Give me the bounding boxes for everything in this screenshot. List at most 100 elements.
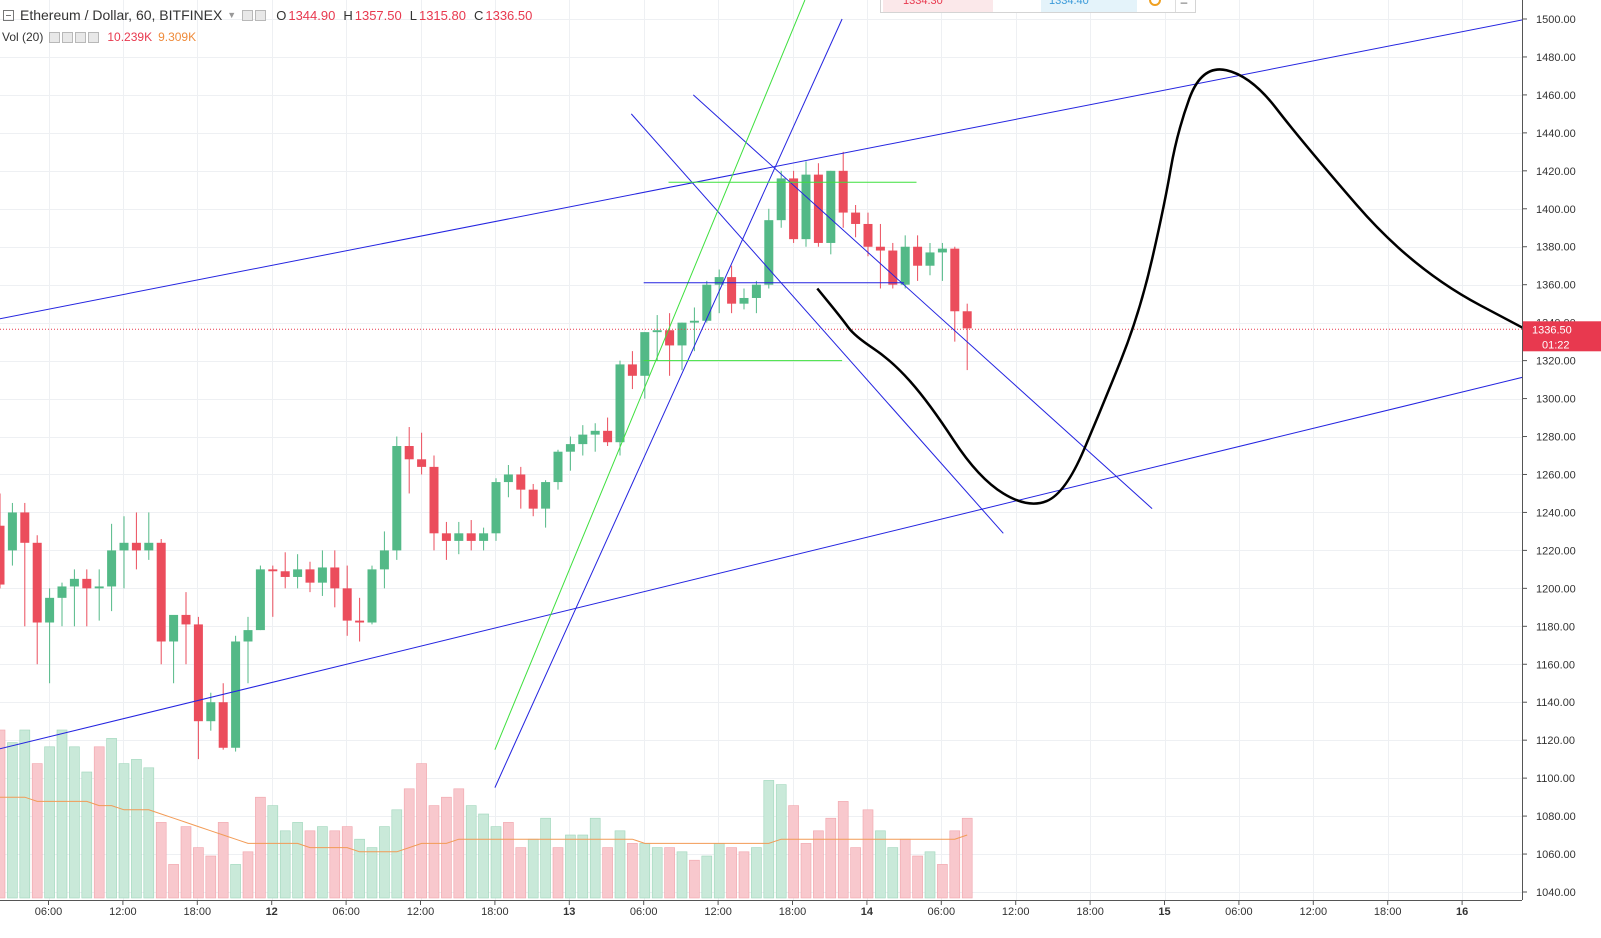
add-icon[interactable] — [75, 31, 87, 43]
candle-body — [714, 277, 724, 285]
volume-bar — [763, 780, 775, 899]
price-axis-bg — [1522, 0, 1601, 938]
settings-icon[interactable] — [255, 9, 267, 21]
candle-body — [169, 614, 179, 642]
price-tick-label: 1200.00 — [1536, 583, 1576, 595]
price-tick-label: 1440.00 — [1536, 128, 1576, 140]
volume-bar — [354, 838, 365, 899]
trendline-blue[interactable] — [692, 94, 1153, 510]
eye-icon[interactable] — [49, 31, 61, 43]
candle-body — [20, 512, 30, 543]
volume-ma-value: 9.309K — [158, 30, 197, 44]
bar-countdown-label: 01:22 — [1542, 339, 1570, 351]
price-tick-label: 1240.00 — [1536, 507, 1576, 519]
trendline-blue[interactable] — [0, 373, 1537, 792]
settings-icon[interactable] — [62, 31, 74, 43]
candle-body — [813, 174, 823, 243]
candle-body — [454, 533, 464, 541]
volume-bar — [242, 851, 254, 899]
close-icon[interactable] — [88, 31, 100, 43]
volume-bar — [552, 847, 564, 899]
sell-price[interactable]: 1334.30 — [883, 0, 993, 12]
price-tick-label: 1120.00 — [1536, 735, 1575, 747]
candle-body — [764, 220, 774, 285]
volume-bar — [379, 826, 390, 899]
buy-sell-widget[interactable]: 1334.30 1334.40 – — [880, 0, 1196, 13]
candle-body — [516, 474, 526, 490]
volume-bar — [540, 817, 551, 899]
volume-bar — [589, 817, 601, 899]
candle-body — [677, 322, 687, 346]
volume-bar — [93, 746, 105, 899]
volume-bar — [180, 826, 192, 899]
volume-bar — [899, 838, 911, 899]
chevron-down-icon[interactable]: ▼ — [227, 10, 237, 20]
candle-body — [255, 569, 265, 631]
time-tick-label: 06:00 — [630, 906, 658, 918]
candle-body — [590, 430, 600, 435]
time-tick-label: 12:00 — [407, 906, 435, 918]
volume-value: 10.239K — [107, 30, 153, 44]
price-tick-label: 1140.00 — [1536, 697, 1575, 709]
candles — [0, 151, 972, 760]
trade-icon[interactable] — [1149, 0, 1161, 6]
collapse-icon[interactable] — [3, 9, 14, 21]
candle-body — [466, 533, 476, 541]
volume-bar — [118, 763, 130, 899]
trendline-blue[interactable] — [630, 113, 1004, 534]
volume-bar — [341, 826, 353, 899]
volume-bar — [428, 805, 440, 899]
candle-body — [181, 614, 191, 625]
volume-bar — [217, 822, 229, 899]
volume-bar — [751, 847, 762, 899]
trendline-blue[interactable] — [0, 16, 1537, 353]
projection-path[interactable] — [816, 68, 1550, 505]
time-axis[interactable]: 06:00 12:00 18:00 12 06:00 12:00 18:00 13 06:00 1… — [0, 900, 1601, 938]
candle-body — [491, 482, 501, 534]
volume-bar — [205, 855, 217, 899]
trendline-blue[interactable] — [494, 18, 843, 788]
candle-body — [875, 246, 885, 251]
candle-body — [739, 297, 749, 304]
candle-body — [689, 320, 699, 323]
buy-price[interactable]: 1334.40 — [1041, 0, 1137, 12]
volume-bar — [441, 796, 452, 899]
volume-bar — [738, 851, 750, 899]
candle-body — [851, 212, 861, 224]
eye-icon[interactable] — [242, 9, 254, 21]
price-tick-label: 1380.00 — [1536, 242, 1576, 254]
volume-bar — [651, 847, 663, 899]
price-tick-label: 1500.00 — [1536, 14, 1576, 26]
symbol-title[interactable]: Ethereum / Dollar, 60, BITFINEX — [20, 7, 223, 23]
time-axis-bg — [0, 900, 1601, 938]
volume-bar — [366, 847, 378, 899]
candle-body — [615, 364, 625, 443]
candle-body — [379, 550, 389, 570]
volume-title[interactable]: Vol (20) — [2, 30, 44, 44]
time-tick-label: 12 — [266, 906, 278, 918]
minimize-button[interactable]: – — [1175, 0, 1192, 12]
time-tick-label: 13 — [563, 906, 575, 918]
volume-bar — [813, 830, 824, 899]
candle-body — [367, 569, 377, 623]
candle-body — [243, 630, 253, 642]
time-tick-label: 18:00 — [481, 906, 509, 918]
candle-body — [900, 246, 910, 285]
volume-bar — [689, 859, 700, 899]
volume-bar — [800, 843, 812, 899]
volume-bar — [614, 830, 626, 899]
ohlc-high-key: H — [343, 7, 353, 23]
ohlc-open-value: 1344.90 — [288, 7, 336, 23]
candle-body — [119, 542, 129, 551]
time-tick-label: 12:00 — [1300, 906, 1328, 918]
volume-bar — [230, 864, 241, 899]
price-axis[interactable]: 1040.00 1060.00 1080.00 1100.00 1120.00 1140.… — [1522, 0, 1601, 938]
drawings[interactable] — [0, 0, 1550, 792]
trendline-green[interactable] — [494, 0, 806, 750]
time-tick-label: 15 — [1158, 906, 1170, 918]
candle-body — [131, 542, 141, 551]
candle-body — [640, 332, 650, 376]
candle-body — [925, 252, 935, 266]
candle-body — [838, 170, 848, 213]
